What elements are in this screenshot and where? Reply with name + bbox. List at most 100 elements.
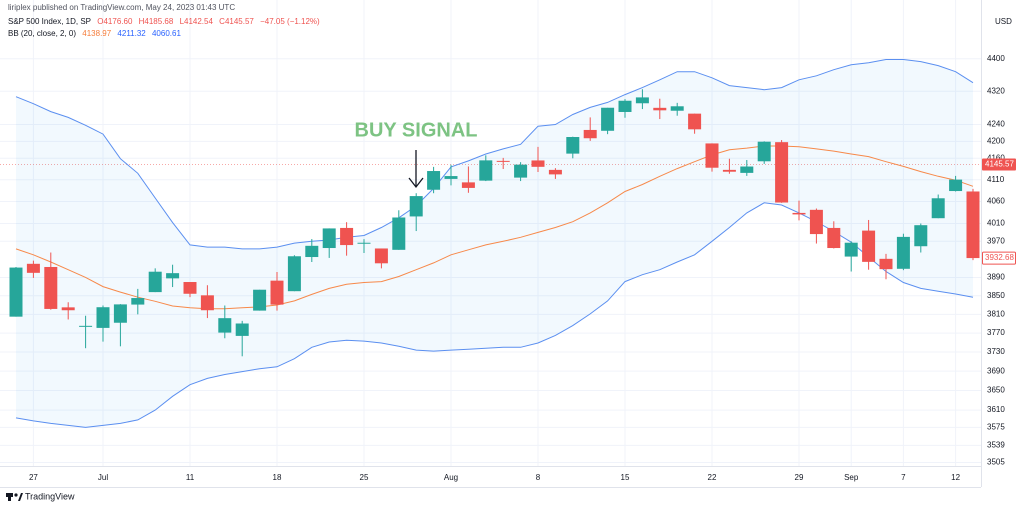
candle-body	[809, 209, 823, 235]
candle-body	[9, 267, 23, 317]
x-tick-label: 15	[621, 473, 630, 482]
x-tick-label: 7	[901, 473, 906, 482]
candle-body	[44, 266, 58, 309]
candle-body	[26, 263, 40, 273]
x-tick-label: 25	[360, 473, 369, 482]
currency: USD	[995, 17, 1012, 26]
symbol: S&P 500 Index, 1D, SP	[8, 17, 92, 26]
y-tick-label: 3539	[987, 440, 1005, 449]
ohlc: H4185.68	[138, 17, 174, 26]
candle-body	[496, 160, 510, 162]
candle-body	[635, 97, 649, 104]
candle-body	[340, 227, 354, 246]
candle-body	[270, 280, 284, 305]
ohlc: L4142.54	[179, 17, 213, 26]
y-tick-label: 4010	[987, 219, 1005, 228]
y-tick-label: 4110	[987, 175, 1005, 184]
y-tick-label: 3770	[987, 328, 1005, 337]
y-tick-label: 3810	[987, 309, 1005, 318]
x-tick-label: 12	[951, 473, 960, 482]
candle-body	[392, 217, 406, 250]
candle-body	[583, 129, 597, 139]
logo-part	[14, 493, 18, 497]
candle-body	[374, 248, 388, 264]
arrow-head	[408, 177, 424, 189]
candle-body	[200, 295, 214, 311]
candle-body	[148, 271, 162, 293]
y-tick-label: 4060	[987, 197, 1005, 206]
candle-body	[896, 236, 910, 269]
candle-body	[183, 282, 197, 294]
price-tag-label: 4145.57	[985, 160, 1014, 169]
last-close-tag	[982, 251, 1016, 265]
y-tick-label: 3575	[987, 422, 1005, 431]
candle-body	[548, 169, 562, 175]
x-tick-label: 11	[186, 473, 195, 482]
y-tick-label: 3690	[987, 366, 1005, 375]
candle-body	[444, 176, 458, 179]
change: −47.05 (−1.12%)	[260, 17, 320, 26]
candle-body	[531, 160, 545, 167]
candle-body	[113, 304, 127, 323]
x-tick-label: Jul	[98, 473, 108, 482]
last-close-label: 3932.68	[985, 253, 1014, 262]
candle-body	[653, 107, 667, 111]
y-tick-label: 4320	[987, 86, 1005, 95]
basis-line	[15, 145, 974, 310]
ohlc: O4176.60	[97, 17, 133, 26]
upper-band	[15, 59, 974, 250]
candle-body	[931, 198, 945, 219]
x-tick-label: 8	[536, 473, 541, 482]
candle-body	[166, 273, 180, 279]
candle-body	[601, 107, 615, 131]
candle-body	[688, 113, 702, 130]
x-tick-label: 29	[795, 473, 804, 482]
candle-body	[705, 143, 719, 168]
y-tick-label: 4400	[987, 54, 1005, 63]
y-tick-label: 3850	[987, 291, 1005, 300]
y-tick-label: 3505	[987, 458, 1005, 467]
candle-body	[218, 318, 232, 333]
candle-body	[96, 307, 110, 328]
candle-body	[827, 227, 841, 249]
candle-body	[79, 325, 93, 327]
y-tick-label: 3610	[987, 405, 1005, 414]
candle-body	[409, 196, 423, 217]
basis-readout: 4138.97	[82, 29, 112, 38]
candle-body	[879, 258, 893, 270]
y-tick-label: 3730	[987, 347, 1005, 356]
price-tag	[982, 158, 1016, 171]
candle-body	[775, 142, 789, 203]
symbol-legend: S&P 500 Index, 1D, SP O4176.60 H4185.68 …	[8, 17, 324, 26]
y-tick-label: 3890	[987, 273, 1005, 282]
indicator: BB (20, close, 2, 0)	[8, 29, 77, 38]
candle-body	[566, 137, 580, 154]
indicator-legend: BB (20, close, 2, 0) 4138.97 4211.32 406…	[8, 29, 185, 38]
y-tick-label: 3970	[987, 236, 1005, 245]
candle-body	[949, 179, 963, 192]
candle-body	[514, 164, 528, 178]
candle-body	[479, 160, 493, 181]
y-tick-label: 4240	[987, 120, 1005, 129]
footer-logo	[6, 493, 23, 501]
candle-body	[287, 256, 301, 292]
candle-body	[131, 298, 145, 305]
price-tags: 4145.57 3932.68	[982, 158, 1016, 265]
x-tick-label: 18	[273, 473, 282, 482]
candle-body	[844, 242, 858, 257]
candle-body	[305, 245, 319, 258]
axes: 3505 3539 3575 3610 3650 3690 3730 3770 3810 3850…	[29, 54, 1005, 482]
y-tick-label: 3650	[987, 386, 1005, 395]
x-tick-label: Aug	[444, 473, 458, 482]
logo-part	[18, 493, 23, 501]
y-tick-label: 4160	[987, 153, 1005, 162]
candle-body	[618, 100, 632, 112]
candle-body	[670, 106, 684, 111]
x-tick-label: Sep	[844, 473, 859, 482]
y-tick-label: 4200	[987, 136, 1005, 145]
candle-body	[322, 228, 336, 249]
candle-body	[740, 166, 754, 173]
candle-body	[427, 171, 441, 190]
